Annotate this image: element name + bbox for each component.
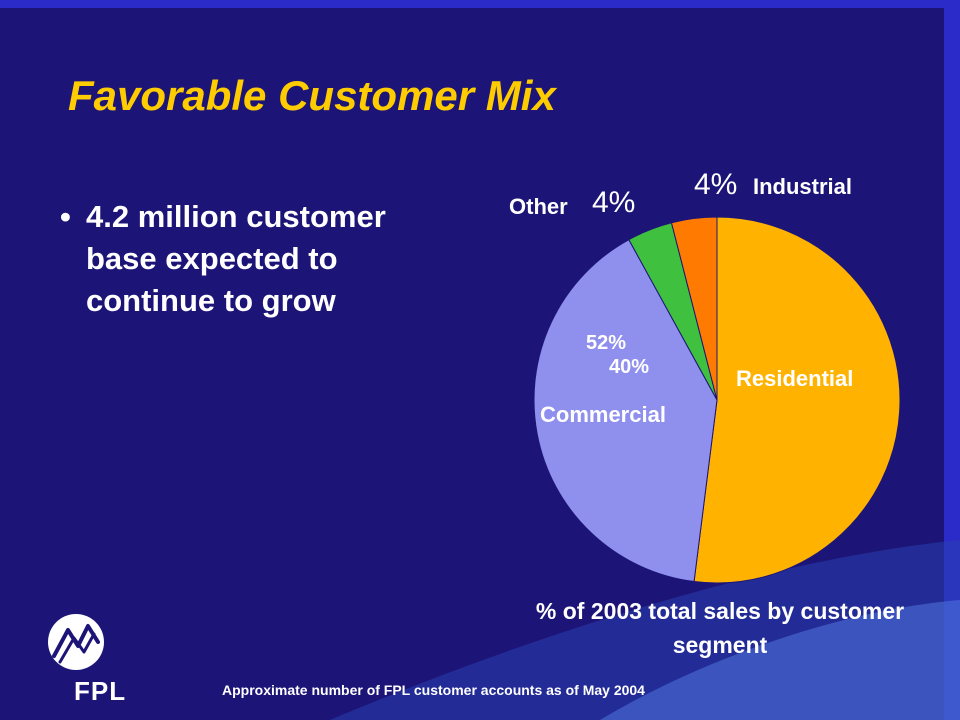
slide-title: Favorable Customer Mix xyxy=(68,72,556,119)
chart-caption: % of 2003 total sales by customer segmen… xyxy=(535,598,905,658)
fpl-logo-icon xyxy=(48,614,104,670)
top-frame-bar xyxy=(0,0,960,8)
pie-slice-residential xyxy=(693,216,901,584)
pie-label-residential-name: Residential xyxy=(736,366,854,391)
pie-slice-industrial xyxy=(670,216,718,401)
bullet-item: • 4.2 million customer base expected to … xyxy=(60,196,460,322)
bullet-list: • 4.2 million customer base expected to … xyxy=(60,196,460,322)
right-frame-bar xyxy=(944,0,960,720)
pie-label-industrial-name: Industrial xyxy=(753,174,853,199)
pie-label-other-name: Other xyxy=(509,194,568,219)
bullet-marker: • xyxy=(60,199,71,234)
pie-label-commercial-value: 40% xyxy=(609,356,650,378)
footnote: Approximate number of FPL customer accou… xyxy=(222,682,645,698)
bullet-text: 4.2 million customer base expected to co… xyxy=(86,199,386,318)
pie-label-other-value: 4% xyxy=(592,186,636,219)
pie-label-residential-value: 52% xyxy=(586,332,627,354)
pie-slice-commercial xyxy=(533,238,718,583)
pie-label-commercial-name: Commercial xyxy=(540,402,666,427)
fpl-logo-text: FPL xyxy=(74,676,127,706)
pie-label-industrial-value: 4% xyxy=(694,168,738,201)
